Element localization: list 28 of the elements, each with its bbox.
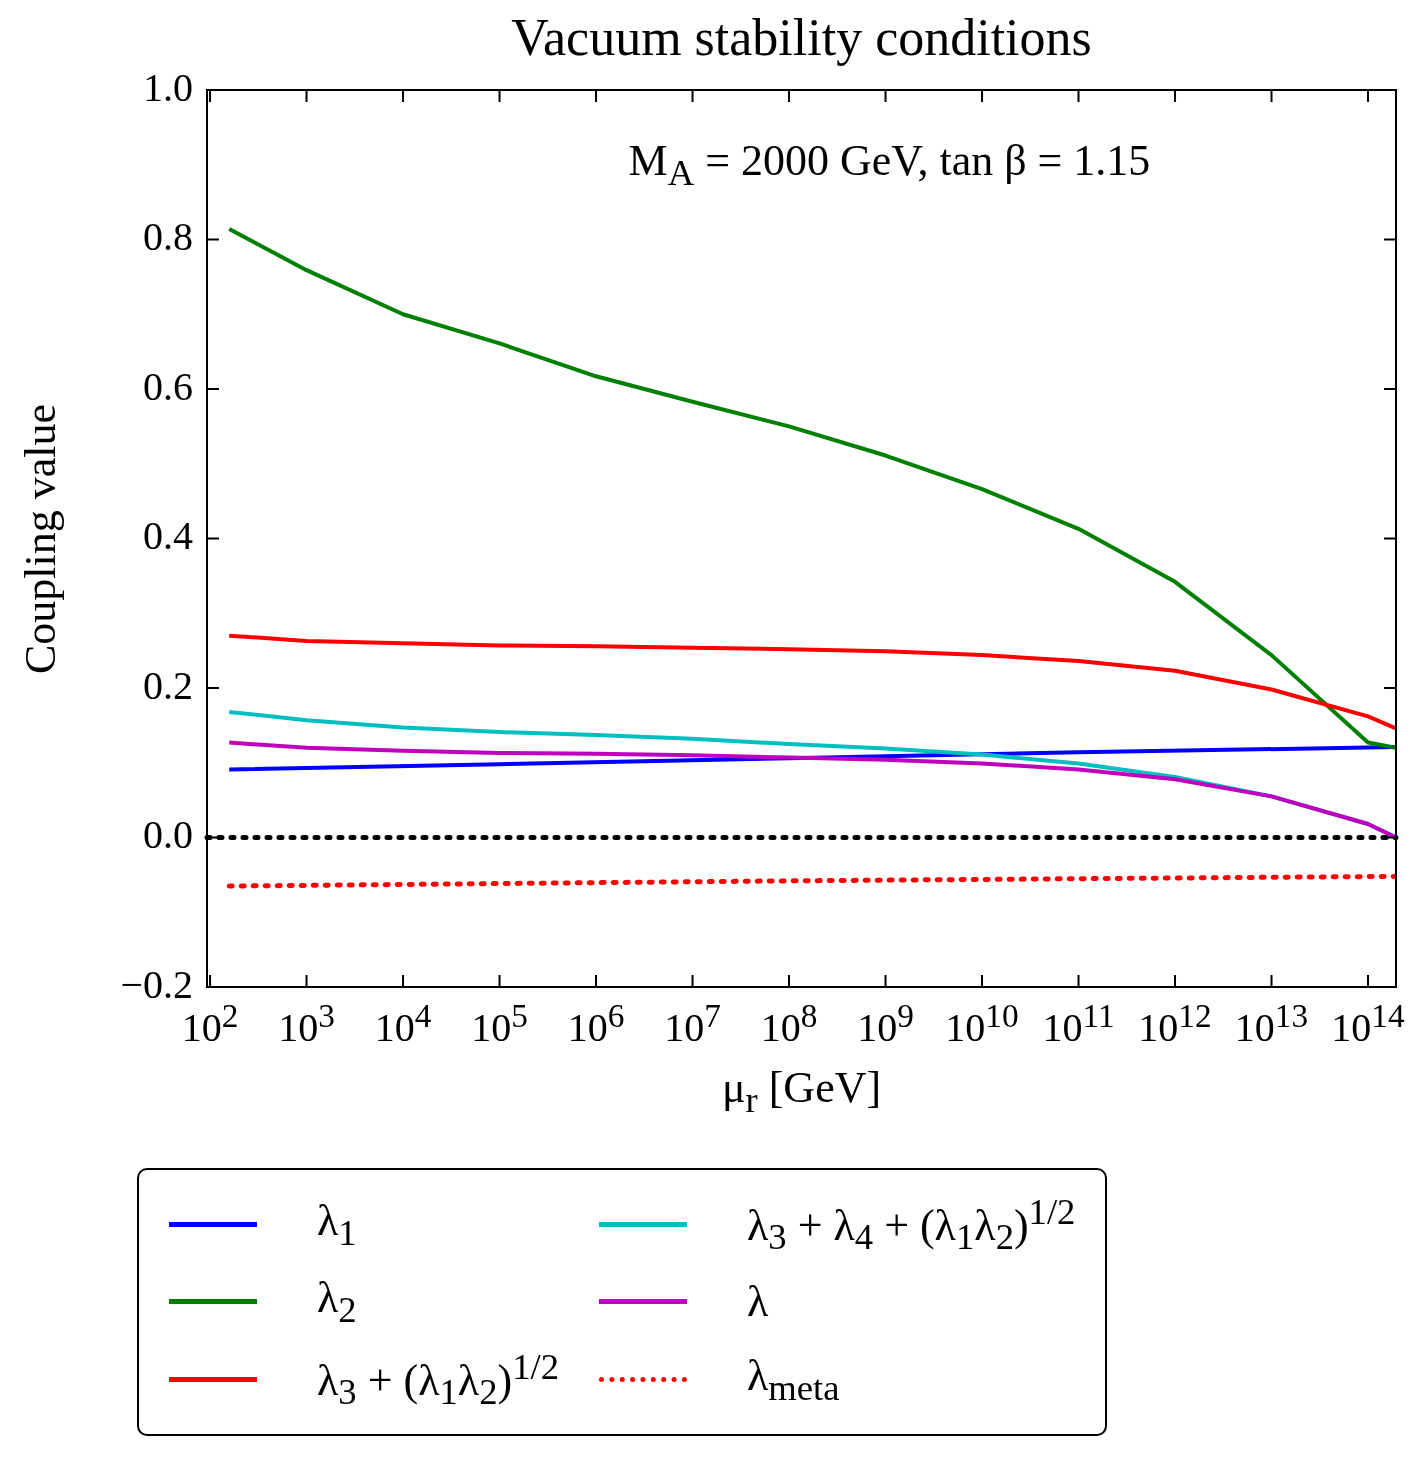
x-tick-label: 10$^{5}$ [471, 997, 528, 1052]
x-tick-label: 10$^{10}$ [945, 997, 1019, 1052]
legend-label: λ$_{meta}$ [746, 1350, 840, 1409]
x-tick-label: 10$^{13}$ [1234, 997, 1309, 1052]
y-tick-label: 0.8 [143, 214, 193, 259]
x-tick-label: 10$^{11}$ [1042, 997, 1115, 1052]
legend-label: λ$_{1}$ [317, 1194, 357, 1254]
legend-label: λ [746, 1276, 769, 1328]
y-tick-label: 0.4 [143, 513, 193, 558]
legend-label: λ$_{2}$ [317, 1272, 357, 1332]
x-axis-title: μ$_{r}$ [GeV] [721, 1062, 882, 1121]
x-tick-label: 10$^{7}$ [664, 997, 721, 1052]
x-tick-label: 10$^{14}$ [1331, 997, 1405, 1052]
y-tick-label: 0.2 [143, 662, 193, 708]
text: λ$_{3}$ + λ$_{4}$ + (λ$_{1}$λ$_{2}$)$^{1/2}$ [746, 1191, 1076, 1258]
legend-label: λ$_{3}$ + (λ$_{1}$λ$_{2}$)$^{1/2}$ [317, 1345, 559, 1414]
x-tick-label: 10$^{9}$ [857, 997, 914, 1052]
y-tick-label: 0.6 [143, 363, 193, 409]
x-tick-label: 10$^{6}$ [567, 997, 625, 1052]
annotation: M$_{A}$ = 2000 GeV, tan β = 1.15 [628, 135, 1151, 194]
x-tick-label: 10$^{4}$ [374, 997, 432, 1052]
x-tick-label: 10$^{8}$ [760, 997, 818, 1052]
chart-title: Vacuum stability conditions [511, 8, 1092, 67]
y-axis-title: Coupling value [14, 403, 66, 674]
y-tick-label: 0.0 [143, 812, 193, 857]
x-tick-label: 10$^{3}$ [278, 997, 335, 1052]
x-tick-label: 10$^{12}$ [1138, 997, 1212, 1052]
y-tick-label: 1.0 [143, 64, 193, 110]
